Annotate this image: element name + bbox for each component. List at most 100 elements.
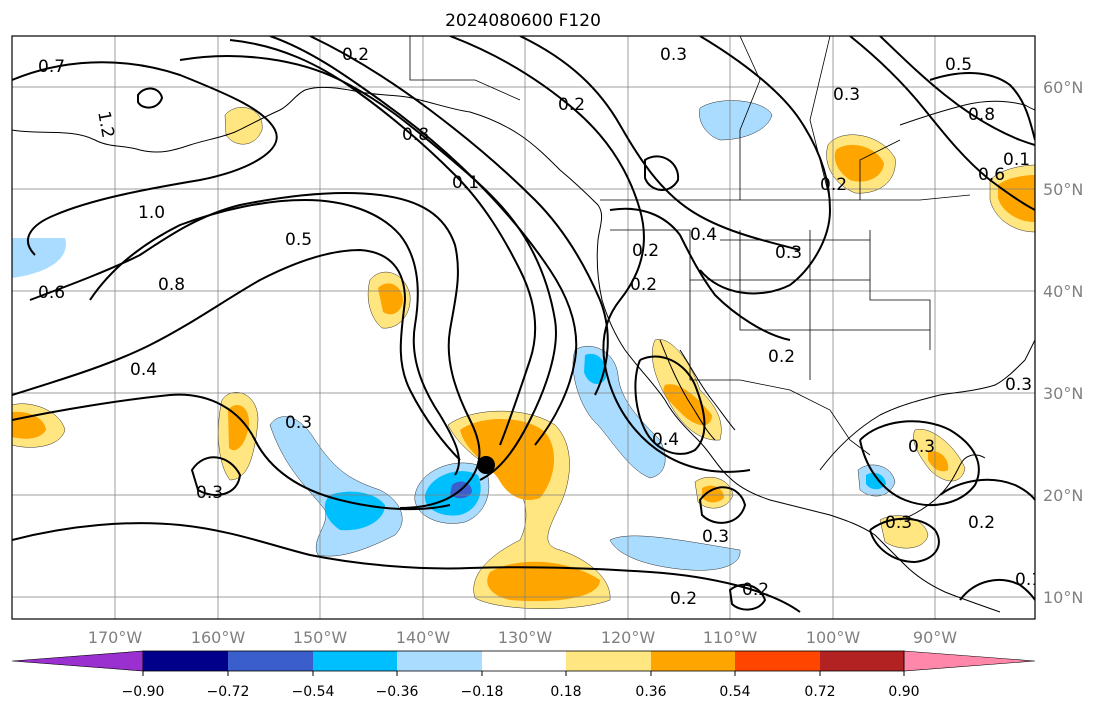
colorbar-segment (735, 651, 820, 671)
contour-label: 0.4 (690, 225, 717, 245)
longitude-axis: 170°W 160°W 150°W 140°W 130°W 120°W 110°… (88, 628, 957, 647)
contour-line (12, 522, 801, 613)
colorbar-tick-label: −0.18 (461, 684, 504, 700)
colorbar-frame (142, 650, 905, 672)
colorbar-segment (143, 651, 228, 671)
positive-anomaly-alaska (224, 107, 263, 145)
latitude-tick-label: 10°N (1043, 588, 1083, 607)
positive-anomaly-baja-core (663, 384, 712, 426)
contour-label: 0.5 (285, 230, 312, 250)
yucatan-coastline (899, 454, 986, 521)
contour-label: 0.1 (1015, 570, 1042, 590)
contour-line (609, 207, 791, 341)
contour-label: 0.3 (285, 413, 312, 433)
contour-line (634, 355, 706, 455)
contour-label: 0.2 (670, 589, 697, 609)
contour-line (269, 36, 578, 446)
contour-label: 0.8 (158, 275, 185, 295)
colorbar: −0.90 −0.72 −0.54 −0.36 −0.18 0.18 0.36 … (11, 650, 1036, 700)
longitude-tick-label: 130°W (498, 628, 553, 647)
contour-label: 0.6 (978, 165, 1005, 185)
negative-anomaly-gulf-core (866, 472, 886, 490)
contour-label: 0.2 (558, 95, 585, 115)
longitude-tick-label: 160°W (191, 628, 246, 647)
contour-label: 0.3 (1005, 375, 1032, 395)
contour-label: 1.0 (138, 203, 165, 223)
alaska-coastline (12, 86, 1001, 613)
colorbar-segment (228, 651, 313, 671)
contour-line (939, 478, 1035, 501)
contour-label: 0.4 (652, 430, 679, 450)
positive-anomaly-caribbean (879, 515, 929, 549)
colorbar-extend-max (903, 650, 1036, 672)
contour-label: 0.4 (130, 360, 157, 380)
colorbar-tick-label: 0.18 (550, 684, 581, 700)
contour-label: 0.2 (630, 275, 657, 295)
contour-label: 0.3 (833, 85, 860, 105)
longitude-tick-label: 100°W (806, 628, 861, 647)
longitude-tick-label: 110°W (703, 628, 758, 647)
contour-label: 0.3 (702, 527, 729, 547)
latitude-tick-label: 30°N (1043, 384, 1083, 403)
contour-line (728, 583, 767, 611)
negative-anomaly-north (699, 100, 773, 141)
contour-label: 0.1 (452, 173, 479, 193)
negative-anomaly-tropics (609, 535, 741, 571)
colorbar-segment (566, 651, 651, 671)
negative-anomaly-west-core (584, 353, 607, 384)
contour-line (519, 36, 801, 251)
negative-anomaly-pacific-west (12, 238, 66, 278)
colorbar-tick-label: −0.72 (207, 684, 250, 700)
latitude-tick-label: 60°N (1043, 78, 1083, 97)
contour-label: 0.2 (968, 513, 995, 533)
contour-line (959, 579, 1035, 601)
positive-anomaly-gulf-core (928, 451, 949, 472)
contour-line (229, 39, 537, 446)
contour-line (12, 248, 461, 461)
contour-label: 0.8 (402, 125, 429, 145)
latitude-axis: 60°N 50°N 40°N 30°N 20°N 10°N (1043, 78, 1083, 607)
contour-label: 0.3 (660, 45, 687, 65)
contour-line (859, 420, 980, 506)
colorbar-segment (651, 651, 735, 671)
contour-line (929, 72, 1035, 141)
contour-line (12, 61, 278, 256)
colorbar-ticks (142, 671, 905, 676)
contour-labels: 0.7 1.2 1.0 0.6 0.8 0.4 0.2 0.8 0.1 0.5 … (38, 45, 1042, 609)
map-title: 2024080600 F120 (445, 11, 601, 31)
contour-line (644, 155, 680, 191)
contour-label: 0.5 (945, 55, 972, 75)
contour-lines (12, 36, 1035, 613)
baja-coastline (659, 339, 736, 441)
contour-label: 0.2 (342, 45, 369, 65)
map-body: 0.7 1.2 1.0 0.6 0.8 0.4 0.2 0.8 0.1 0.5 … (12, 36, 1042, 619)
contour-label: 0.7 (38, 57, 65, 77)
negative-anomaly-band-core (324, 491, 385, 531)
positive-anomaly-core-south (487, 561, 600, 602)
longitude-tick-label: 140°W (396, 628, 451, 647)
storm-center-marker (477, 456, 495, 474)
latitude-tick-label: 20°N (1043, 486, 1083, 505)
contour-line (879, 36, 1035, 146)
contour-label: 0.3 (885, 513, 912, 533)
contour-label: 1.2 (93, 109, 117, 139)
contour-line (190, 456, 242, 496)
colorbar-tick-label: 0.54 (719, 684, 750, 700)
colorbar-tick-label: −0.54 (292, 684, 335, 700)
positive-anomaly-core (460, 418, 555, 500)
longitude-tick-label: 170°W (88, 628, 143, 647)
contour-line (137, 87, 164, 109)
contour-label: 0.1 (1003, 150, 1030, 170)
contour-line (29, 192, 481, 509)
colorbar-segment (482, 651, 566, 671)
map-frame (11, 35, 1036, 620)
contour-label: 0.2 (820, 175, 847, 195)
colorbar-segment (820, 651, 904, 671)
contour-label: 0.3 (908, 437, 935, 457)
contour-line (89, 198, 460, 476)
contour-line (849, 36, 1035, 211)
coastlines (12, 86, 1035, 613)
latitude-tick-label: 40°N (1043, 282, 1083, 301)
